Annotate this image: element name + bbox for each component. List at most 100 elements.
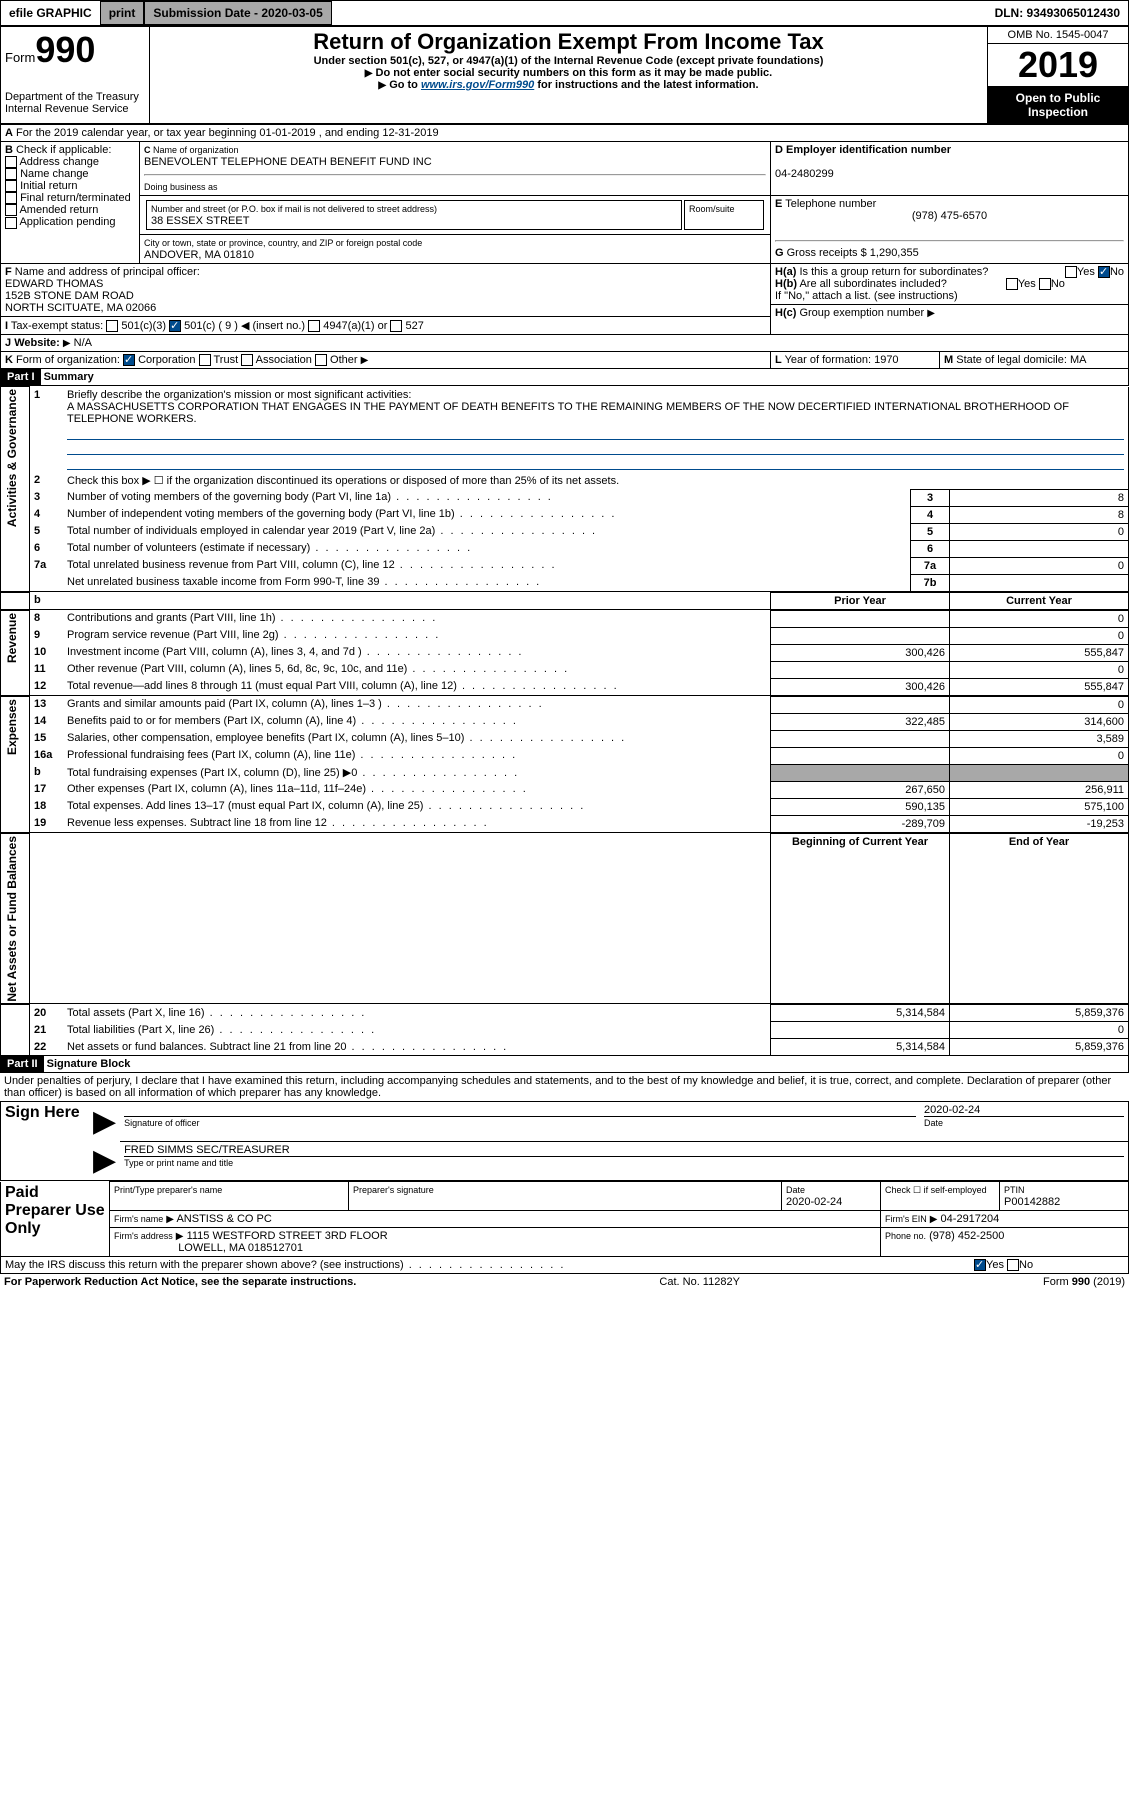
- addr-change-checkbox[interactable]: [5, 156, 17, 168]
- state-domicile: MA: [1070, 354, 1087, 366]
- name-change-checkbox[interactable]: [5, 168, 17, 180]
- hb-no[interactable]: [1039, 278, 1051, 290]
- submission-date-button[interactable]: Submission Date - 2020-03-05: [144, 1, 331, 25]
- corp-checkbox[interactable]: [123, 354, 135, 366]
- firm-addr-label: Firm's address: [114, 1231, 173, 1241]
- hb-text: Are all subordinates included?: [799, 278, 946, 290]
- gross-receipts: 1,290,355: [870, 247, 919, 259]
- beg-year-header: Beginning of Current Year: [771, 833, 950, 1004]
- officer-addr1: 152B STONE DAM ROAD: [5, 290, 134, 302]
- net-label: Net Assets or Fund Balances: [5, 836, 19, 1002]
- hb-yes[interactable]: [1006, 278, 1018, 290]
- part1-title: Summary: [44, 371, 94, 383]
- m-label: State of legal domicile:: [956, 354, 1067, 366]
- org-name: BENEVOLENT TELEPHONE DEATH BENEFIT FUND …: [144, 156, 432, 168]
- d-label: Employer identification number: [786, 144, 951, 156]
- hb-note: If "No," attach a list. (see instruction…: [775, 290, 958, 302]
- k-label: Form of organization:: [16, 354, 120, 366]
- line2-text: Check this box ▶ ☐ if the organization d…: [63, 472, 1129, 490]
- l-label: Year of formation:: [785, 354, 871, 366]
- sig-label: Signature of officer: [124, 1118, 199, 1128]
- top-bar: efile GRAPHIC print Submission Date - 20…: [0, 0, 1129, 26]
- b-label: Check if applicable:: [16, 144, 111, 156]
- 501c-checkbox[interactable]: [169, 320, 181, 332]
- ptin-label: PTIN: [1004, 1185, 1025, 1195]
- firm-phone-label: Phone no.: [885, 1231, 926, 1241]
- sig-date: 2020-02-24: [924, 1104, 980, 1116]
- subtitle-2: Do not enter social security numbers on …: [376, 67, 773, 79]
- part2-header: Part II: [1, 1056, 44, 1072]
- c-name-label: Name of organization: [153, 145, 239, 155]
- line-a: For the 2019 calendar year, or tax year …: [16, 127, 439, 139]
- prep-name-label: Print/Type preparer's name: [114, 1185, 222, 1195]
- room-label: Room/suite: [689, 204, 735, 214]
- irs-link[interactable]: www.irs.gov/Form990: [421, 79, 534, 91]
- sign-here-label: Sign Here: [1, 1102, 90, 1181]
- efile-label: efile GRAPHIC: [1, 2, 100, 24]
- website-value: N/A: [74, 337, 92, 349]
- initial-return-checkbox[interactable]: [5, 180, 17, 192]
- hc-text: Group exemption number: [799, 307, 924, 319]
- 527-checkbox[interactable]: [390, 320, 402, 332]
- name-type-label: Type or print name and title: [124, 1158, 233, 1168]
- addr-label: Number and street (or P.O. box if mail i…: [151, 204, 437, 214]
- dln-text: DLN: 93493065012430: [987, 2, 1128, 24]
- trust-checkbox[interactable]: [199, 354, 211, 366]
- 4947-checkbox[interactable]: [308, 320, 320, 332]
- print-button[interactable]: print: [100, 1, 145, 25]
- discuss-yes[interactable]: [974, 1259, 986, 1271]
- sub3-post: for instructions and the latest informat…: [534, 79, 758, 91]
- ein-value: 04-2480299: [775, 168, 834, 180]
- dept-label: Department of the Treasury: [5, 91, 145, 103]
- discuss-text: May the IRS discuss this return with the…: [5, 1259, 404, 1271]
- 501c3-checkbox[interactable]: [106, 320, 118, 332]
- part2-title: Signature Block: [47, 1058, 131, 1070]
- firm-name: ANSTISS & CO PC: [176, 1213, 271, 1225]
- firm-ein: 04-2917204: [941, 1213, 1000, 1225]
- f-label: Name and address of principal officer:: [15, 266, 200, 278]
- street-addr: 38 ESSEX STREET: [151, 215, 249, 227]
- discuss-no[interactable]: [1007, 1259, 1019, 1271]
- final-return-checkbox[interactable]: [5, 192, 17, 204]
- phone-value: (978) 475-6570: [775, 210, 1124, 222]
- self-emp-label: Check ☐ if self-employed: [885, 1185, 987, 1195]
- firm-addr1: 1115 WESTFORD STREET 3RD FLOOR: [187, 1230, 388, 1242]
- ha-yes[interactable]: [1065, 266, 1077, 278]
- mission-text: A MASSACHUSETTS CORPORATION THAT ENGAGES…: [67, 401, 1069, 425]
- city-value: ANDOVER, MA 01810: [144, 249, 254, 261]
- officer-addr2: NORTH SCITUATE, MA 02066: [5, 302, 156, 314]
- city-label: City or town, state or province, country…: [144, 238, 422, 248]
- e-label: Telephone number: [785, 198, 876, 210]
- paperwork-notice: For Paperwork Reduction Act Notice, see …: [4, 1276, 356, 1288]
- form-header: Form990 Department of the Treasury Inter…: [0, 26, 1129, 124]
- ha-text: Is this a group return for subordinates?: [799, 266, 988, 278]
- firm-phone: (978) 452-2500: [929, 1230, 1004, 1242]
- year-formation: 1970: [874, 354, 898, 366]
- perjury-text: Under penalties of perjury, I declare th…: [0, 1073, 1129, 1101]
- assoc-checkbox[interactable]: [241, 354, 253, 366]
- date-label: Date: [924, 1118, 943, 1128]
- firm-addr2: LOWELL, MA 018512701: [178, 1242, 303, 1254]
- part1-header: Part I: [1, 369, 41, 385]
- signer-name: FRED SIMMS SEC/TREASURER: [124, 1144, 290, 1156]
- app-pending-checkbox[interactable]: [5, 217, 17, 229]
- prior-year-header: Prior Year: [771, 592, 950, 609]
- other-checkbox[interactable]: [315, 354, 327, 366]
- form-number: 990: [35, 29, 95, 70]
- form-footer: Form 990 (2019): [1043, 1276, 1125, 1288]
- sub3-pre: Go to: [389, 79, 421, 91]
- end-year-header: End of Year: [950, 833, 1129, 1004]
- dba-label: Doing business as: [144, 182, 218, 192]
- firm-ein-label: Firm's EIN: [885, 1214, 927, 1224]
- form-title: Return of Organization Exempt From Incom…: [154, 29, 983, 55]
- g-label: Gross receipts $: [787, 247, 867, 259]
- curr-year-header: Current Year: [950, 592, 1129, 609]
- form-prefix: Form: [5, 50, 35, 65]
- amended-checkbox[interactable]: [5, 204, 17, 216]
- paid-prep-label: Paid Preparer Use Only: [1, 1182, 110, 1257]
- ha-no[interactable]: [1098, 266, 1110, 278]
- officer-name: EDWARD THOMAS: [5, 278, 103, 290]
- j-label: Website:: [14, 337, 60, 349]
- prep-date: 2020-02-24: [786, 1196, 842, 1208]
- cat-number: Cat. No. 11282Y: [659, 1276, 740, 1288]
